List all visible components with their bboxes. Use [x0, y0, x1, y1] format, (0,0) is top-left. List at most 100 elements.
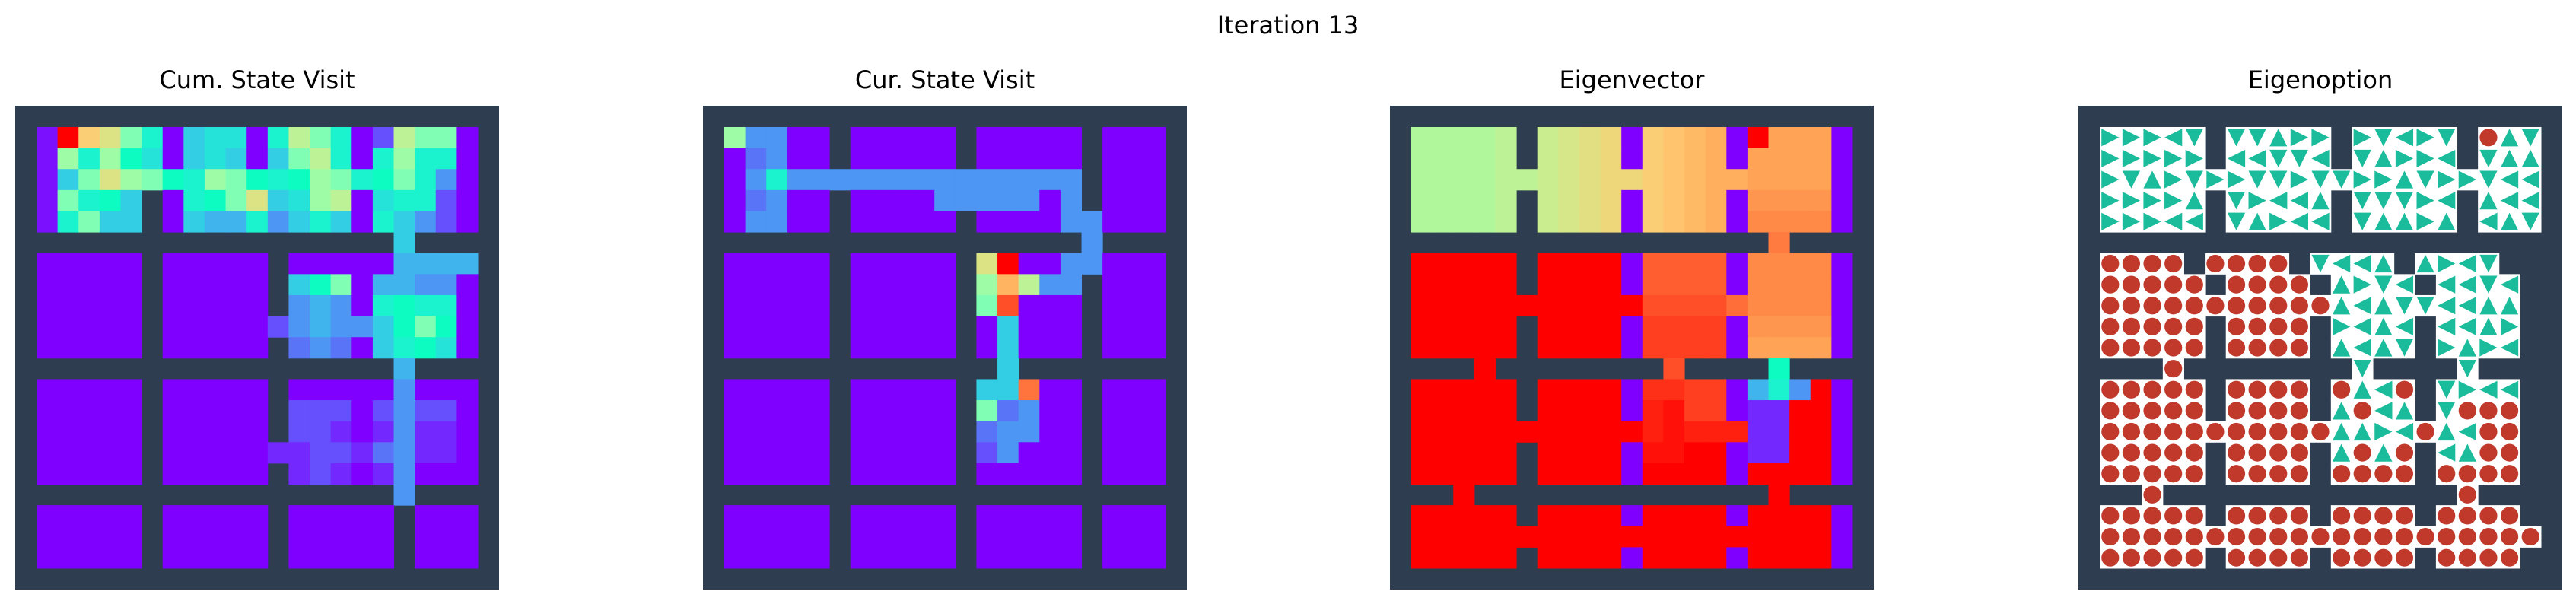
heatmap-cell: [456, 274, 479, 296]
heatmap-cell: [120, 442, 142, 464]
heatmap-cell: [1039, 526, 1061, 548]
heatmap-cell: [1684, 127, 1706, 149]
heatmap-cell: [892, 127, 914, 149]
heatmap-cell: [934, 400, 956, 422]
heatmap-cell: [1474, 294, 1496, 317]
terminate-marker: [2269, 380, 2288, 399]
direction-arrow-marker: [2353, 380, 2371, 399]
heatmap-cell: [1018, 274, 1040, 296]
terminate-marker: [2227, 275, 2246, 294]
heatmap-cell: [1123, 189, 1145, 211]
heatmap-cell: [456, 211, 479, 233]
heatmap-cell: [1144, 316, 1166, 338]
heatmap-cell: [1621, 148, 1643, 170]
heatmap-cell: [850, 274, 872, 296]
terminate-marker: [2311, 297, 2330, 315]
direction-arrow-marker: [2500, 380, 2519, 399]
direction-arrow-marker: [2164, 192, 2183, 210]
direction-arrow-marker: [2143, 192, 2161, 210]
heatmap-cell: [997, 505, 1019, 527]
heatmap-cell: [1600, 148, 1622, 170]
heatmap-cell: [1060, 253, 1083, 275]
heatmap-cell: [310, 421, 332, 443]
heatmap-cell: [162, 442, 184, 464]
heatmap-cell: [393, 253, 415, 275]
terminate-marker: [2164, 443, 2183, 462]
heatmap-cell: [1768, 421, 1790, 443]
heatmap-cell: [1432, 274, 1454, 296]
heatmap-cell: [1642, 169, 1664, 191]
direction-arrow-marker: [2458, 254, 2476, 273]
direction-arrow-marker: [2227, 170, 2246, 189]
terminate-marker: [2185, 465, 2203, 483]
heatmap-cell: [1495, 127, 1517, 149]
terminate-marker: [2479, 548, 2498, 567]
heatmap-cell: [1579, 526, 1601, 548]
terminate-marker: [2248, 465, 2266, 483]
heatmap-cell: [766, 253, 788, 275]
heatmap-cell: [99, 148, 121, 170]
heatmap-cell: [955, 189, 977, 211]
heatmap-cell: [1453, 526, 1475, 548]
terminate-marker: [2374, 527, 2393, 546]
direction-arrow-marker: [2438, 170, 2456, 189]
terminate-marker: [2500, 402, 2519, 420]
direction-arrow-marker: [2122, 192, 2141, 210]
heatmap-cell: [745, 337, 767, 359]
terminate-marker: [2269, 507, 2288, 525]
direction-arrow-marker: [2374, 170, 2393, 189]
direction-arrow-marker: [2206, 170, 2225, 189]
heatmap-cell: [1495, 316, 1517, 338]
heatmap-cell: [1432, 316, 1454, 338]
heatmap-cell: [1747, 211, 1770, 233]
heatmap-cell: [204, 127, 227, 149]
terminate-marker: [2185, 422, 2203, 441]
heatmap-cell: [330, 253, 352, 275]
direction-arrow-marker: [2185, 170, 2203, 189]
heatmap-cell: [330, 127, 352, 149]
heatmap-cell: [1123, 294, 1145, 317]
heatmap-cell: [225, 253, 247, 275]
terminate-marker: [2248, 422, 2266, 441]
direction-arrow-marker: [2500, 212, 2519, 230]
figure-title: Iteration 13: [1216, 11, 1360, 40]
heatmap-cell: [1789, 379, 1811, 401]
heatmap-cell: [78, 337, 100, 359]
heatmap-cell: [808, 294, 830, 317]
heatmap-cell: [78, 211, 100, 233]
heatmap-cell: [1621, 316, 1643, 338]
heatmap-cell: [808, 316, 830, 338]
heatmap-cell: [1039, 379, 1061, 401]
terminate-marker: [2101, 254, 2120, 273]
terminate-marker: [2227, 297, 2246, 315]
heatmap-cell: [1789, 127, 1811, 149]
heatmap-cell: [1018, 189, 1040, 211]
heatmap-cell: [330, 526, 352, 548]
heatmap-cell: [892, 505, 914, 527]
heatmap-cell: [204, 294, 227, 317]
terminate-marker: [2479, 443, 2498, 462]
heatmap-cell: [1018, 337, 1040, 359]
heatmap-cell: [1558, 253, 1580, 275]
heatmap-cell: [435, 316, 457, 338]
heatmap-cell: [913, 316, 935, 338]
heatmap-cell: [78, 294, 100, 317]
heatmap-cell: [997, 127, 1019, 149]
heatmap-cell: [183, 294, 205, 317]
heatmap-cell: [766, 189, 788, 211]
heatmap-cell: [1768, 189, 1790, 211]
heatmap-cell: [766, 211, 788, 233]
direction-arrow-marker: [2479, 254, 2498, 273]
heatmap-cell: [57, 127, 79, 149]
heatmap-cell: [288, 294, 310, 317]
heatmap-cell: [78, 274, 100, 296]
heatmap-cell: [415, 274, 437, 296]
heatmap-cell: [37, 211, 59, 233]
heatmap-cell: [1642, 505, 1664, 527]
heatmap-cell: [1768, 253, 1790, 275]
heatmap-cell: [435, 274, 457, 296]
heatmap-cell: [1747, 547, 1770, 569]
heatmap-cell: [183, 274, 205, 296]
terminate-marker: [2101, 339, 2120, 357]
heatmap-cell: [1600, 127, 1622, 149]
